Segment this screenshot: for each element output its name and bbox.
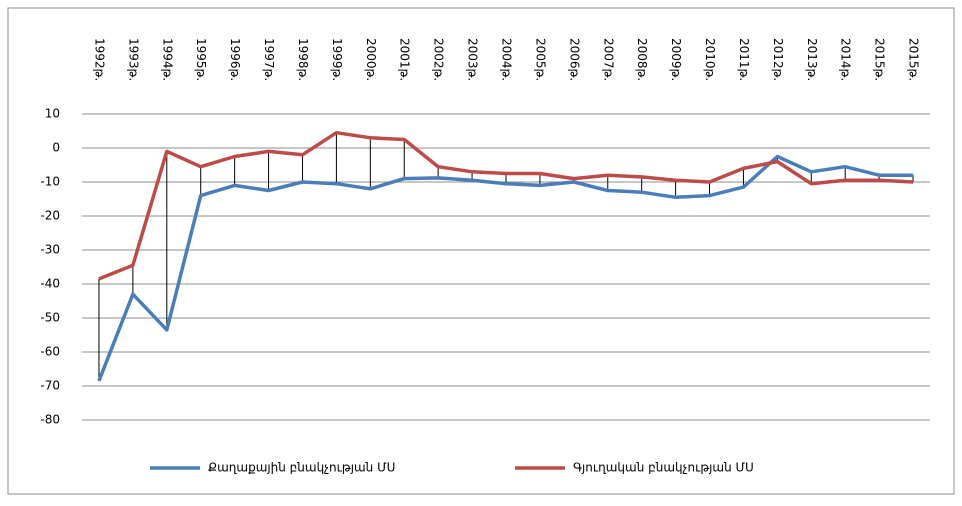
x-tick-label: 1995թ. [194, 38, 208, 81]
y-tick-label: -30 [40, 243, 60, 257]
y-tick-label: -40 [40, 277, 60, 291]
x-tick-label: 2015թ. [873, 38, 887, 81]
x-tick-label: 1994թ. [160, 38, 174, 81]
x-tick-label: 2005թ. [533, 38, 547, 81]
x-tick-label: 2012թ. [771, 38, 785, 81]
x-tick-label: 1997թ. [262, 38, 276, 81]
y-tick-label: 0 [52, 141, 60, 155]
x-tick-label: 1993թ. [126, 38, 140, 81]
x-tick-label: 2008թ. [635, 38, 649, 81]
y-tick-label: -20 [40, 209, 60, 223]
series-line [98, 130, 914, 281]
x-tick-label: 2011թ. [737, 38, 751, 81]
x-tick-label: 2000թ. [364, 38, 378, 81]
legend-label: Գյուղական բնակչության ՄՍ [573, 461, 754, 475]
x-tick-label: 2006թ. [567, 38, 581, 81]
x-tick-label: 1992թ. [92, 38, 106, 81]
y-tick-label: -50 [40, 311, 60, 325]
x-tick-label: 2002թ. [432, 38, 446, 81]
y-tick-label: -80 [40, 413, 60, 427]
chart-border [7, 7, 955, 495]
series-line [97, 154, 914, 382]
legend-label: Քաղաքային բնակչության ՄՍ [208, 461, 395, 475]
x-tick-label: 2001թ. [398, 38, 412, 81]
x-tick-label: 2003թ. [466, 38, 480, 81]
x-tick-label: 2013թ. [805, 38, 819, 81]
x-tick-label: 1996թ. [228, 38, 242, 81]
x-tick-label: 2009թ. [669, 38, 683, 81]
x-tick-label: 1999թ. [330, 38, 344, 81]
x-tick-label: 2007թ. [601, 38, 615, 81]
y-tick-label: -10 [40, 175, 60, 189]
y-tick-label: 10 [45, 107, 60, 121]
x-tick-label: 1998թ. [296, 38, 310, 81]
x-tick-label: 2014թ. [839, 38, 853, 81]
x-tick-label: 2010թ. [703, 38, 717, 81]
x-tick-label: 2015թ. [907, 38, 921, 81]
x-tick-label: 2004թ. [500, 38, 514, 81]
y-tick-label: -60 [40, 345, 60, 359]
y-tick-label: -70 [40, 379, 60, 393]
